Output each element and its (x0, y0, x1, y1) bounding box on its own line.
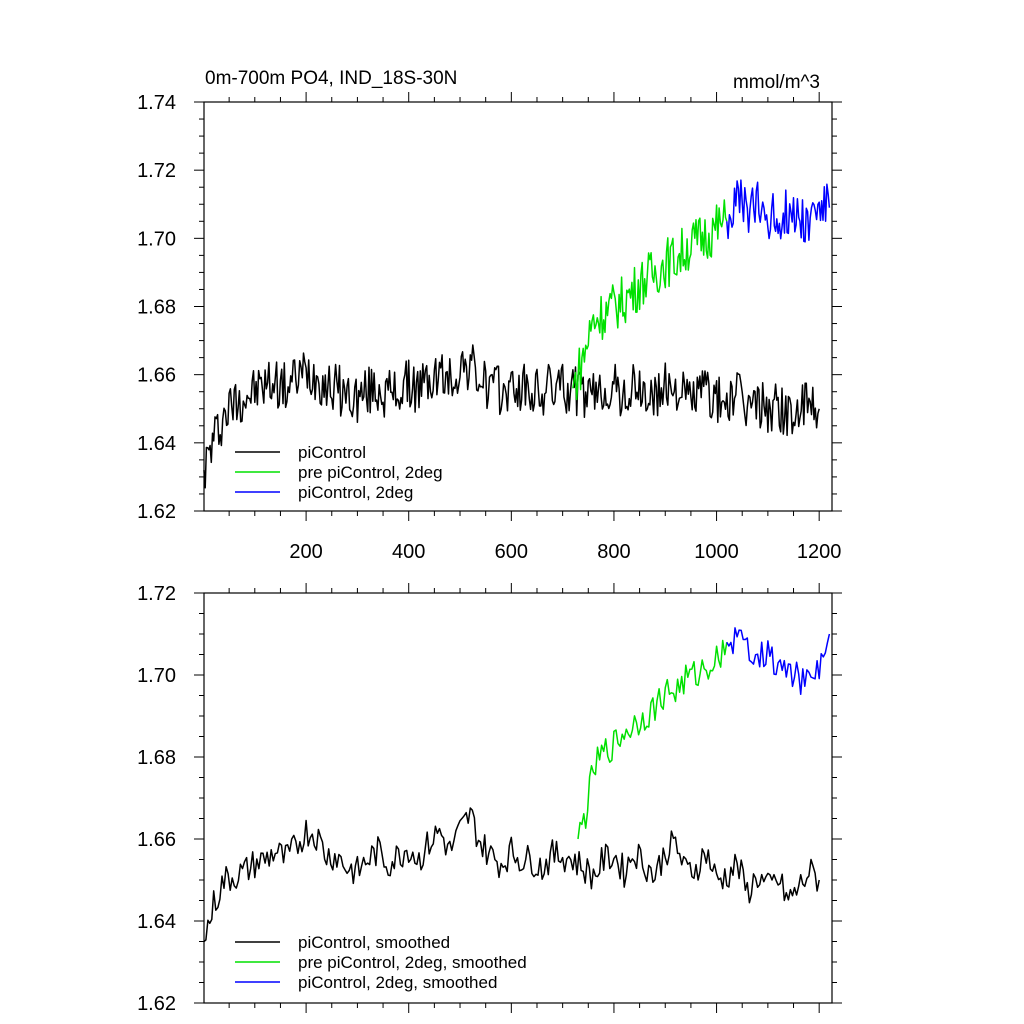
y-tick-label: 1.70 (137, 228, 176, 250)
y-tick-label: 1.68 (137, 747, 176, 769)
x-tick-label: 200 (289, 541, 322, 563)
x-tick-label: 1000 (694, 541, 739, 563)
series-line-picontrol-2deg (726, 179, 831, 243)
x-tick-label: 800 (597, 541, 630, 563)
series-line-pre-piconto-2deg (572, 199, 728, 401)
y-tick-label: 1.62 (137, 501, 176, 523)
x-tick-label: 1200 (797, 541, 842, 563)
y-tick-label: 1.72 (137, 583, 176, 605)
legend-label: piControl, smoothed (298, 933, 450, 952)
legend-label: pre piControl, 2deg, smoothed (298, 953, 527, 972)
y-tick-label: 1.64 (137, 911, 176, 933)
y-tick-label: 1.66 (137, 365, 176, 387)
y-tick-label: 1.72 (137, 160, 176, 182)
series-line-picontrol-2deg-smoothed (726, 627, 831, 696)
legend-label: piControl, 2deg (298, 483, 413, 502)
legend-label: pre piControl, 2deg (298, 463, 443, 482)
units-label: mmol/m^3 (733, 72, 820, 93)
y-tick-label: 1.66 (137, 829, 176, 851)
y-tick-label: 1.74 (137, 92, 176, 114)
series-line-pre-picontrol-2deg-smoothed (577, 639, 728, 840)
x-tick-label: 600 (495, 541, 528, 563)
series-line-picontrol (203, 344, 820, 489)
y-tick-label: 1.68 (137, 297, 176, 319)
x-tick-label: 400 (392, 541, 425, 563)
y-tick-label: 1.62 (137, 993, 176, 1015)
legend-label: piControl, 2deg, smoothed (298, 973, 497, 992)
series-line-picontrol-smoothed (203, 807, 820, 943)
legend-label: piControl (298, 443, 366, 462)
top-panel: 0m-700m PO4, IND_18S-30N mmol/m^3 200 400… (137, 68, 842, 563)
y-tick-label: 1.70 (137, 665, 176, 687)
bottom-panel: 1.62 1.64 1.66 1.68 1.70 1.72 piControl, smoot… (137, 583, 842, 1015)
chart-title: 0m-700m PO4, IND_18S-30N (205, 68, 457, 89)
y-tick-label: 1.64 (137, 433, 176, 455)
